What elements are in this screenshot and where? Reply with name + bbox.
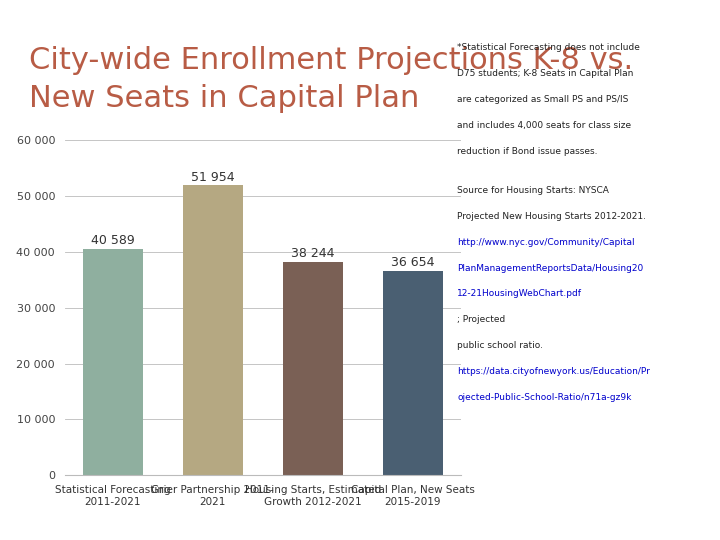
Text: reduction if Bond issue passes.: reduction if Bond issue passes.: [457, 147, 598, 156]
Text: ojected-Public-School-Ratio/n71a-gz9k: ojected-Public-School-Ratio/n71a-gz9k: [457, 393, 631, 402]
Text: 38 244: 38 244: [291, 247, 335, 260]
Text: 36 654: 36 654: [391, 256, 435, 269]
Text: Projected New Housing Starts 2012-2021.: Projected New Housing Starts 2012-2021.: [457, 212, 647, 221]
Bar: [283, 262, 343, 475]
Bar: [183, 185, 243, 475]
Text: public school ratio.: public school ratio.: [457, 341, 543, 350]
Text: 40 589: 40 589: [91, 234, 135, 247]
Text: https://data.cityofnewyork.us/Education/Pr: https://data.cityofnewyork.us/Education/…: [457, 367, 650, 376]
Text: http://www.nyc.gov/Community/Capital: http://www.nyc.gov/Community/Capital: [457, 238, 635, 247]
Text: New Seats in Capital Plan: New Seats in Capital Plan: [29, 84, 419, 113]
Text: D75 students; K-8 Seats in Capital Plan: D75 students; K-8 Seats in Capital Plan: [457, 69, 634, 78]
Text: Source for Housing Starts: NYSCA: Source for Housing Starts: NYSCA: [457, 186, 609, 195]
Text: *Statistical Forecasting does not include: *Statistical Forecasting does not includ…: [457, 43, 640, 52]
Text: are categorized as Small PS and PS/IS: are categorized as Small PS and PS/IS: [457, 95, 629, 104]
Bar: [383, 271, 443, 475]
Text: and includes 4,000 seats for class size: and includes 4,000 seats for class size: [457, 121, 631, 130]
Text: 51 954: 51 954: [191, 171, 235, 184]
Text: ; Projected: ; Projected: [457, 315, 505, 325]
Text: PlanManagementReportsData/Housing20: PlanManagementReportsData/Housing20: [457, 264, 644, 273]
Bar: [83, 249, 143, 475]
Text: City-wide Enrollment Projections K-8 vs.: City-wide Enrollment Projections K-8 vs.: [29, 46, 633, 75]
Text: 12-21HousingWebChart.pdf: 12-21HousingWebChart.pdf: [457, 289, 582, 299]
